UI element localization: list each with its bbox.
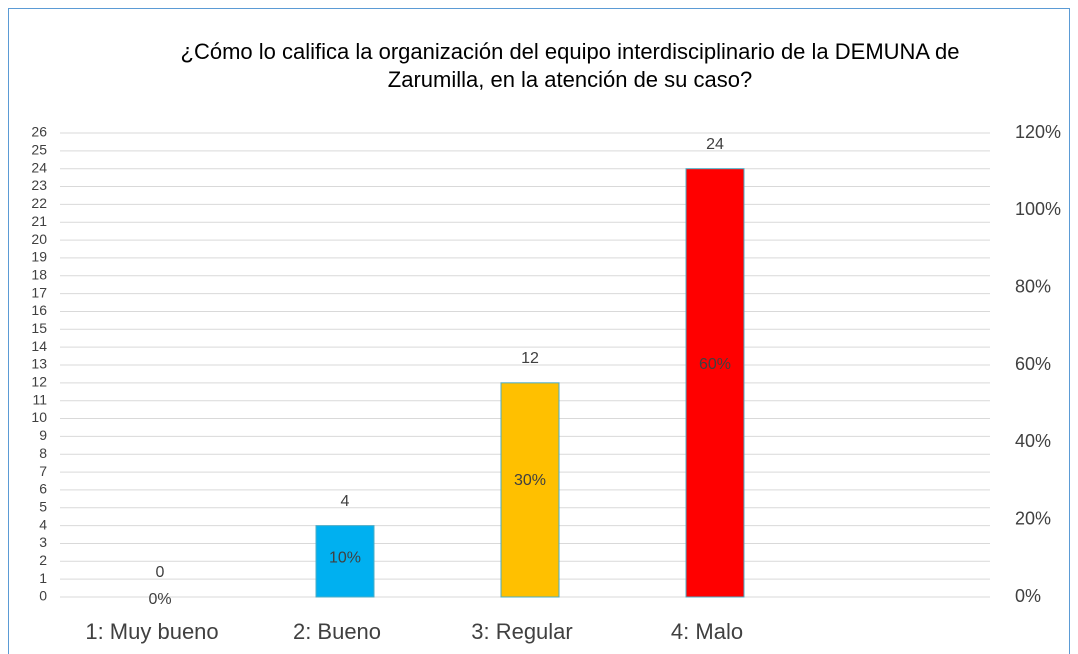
chart-frame [8,8,1070,654]
percent-label: 0% [148,591,171,608]
y-tick-label: 1 [39,570,47,586]
y-tick-label: 5 [39,498,47,514]
y-tick-label: 23 [31,177,47,193]
y-tick-label: 19 [31,249,47,265]
y2-tick-label: 0% [1015,586,1041,606]
value-label: 12 [521,350,539,367]
percent-label: 30% [514,472,546,489]
y-tick-label: 21 [31,213,47,229]
y-tick-label: 0 [39,588,47,604]
bar [685,168,745,598]
chart-title: ¿Cómo lo califica la organización del eq… [180,39,960,92]
y2-tick-label: 60% [1015,354,1051,374]
percent-label: 10% [329,550,361,567]
y-tick-label: 2 [39,552,47,568]
y-tick-label: 10 [31,409,47,425]
percent-label: 60% [699,356,731,373]
y-tick-label: 13 [31,356,47,372]
x-tick-label: 3: Regular [471,619,573,644]
y-tick-label: 9 [39,427,47,443]
y-tick-label: 12 [31,374,47,390]
y-tick-label: 4 [39,516,47,532]
y-tick-label: 22 [31,195,47,211]
y-tick-label: 18 [31,266,47,282]
y-tick-label: 20 [31,231,47,247]
x-tick-label: 2: Bueno [293,619,381,644]
y2-tick-label: 120% [1015,122,1061,142]
value-label: 24 [706,136,724,153]
y-tick-label: 15 [31,320,47,336]
value-label: 4 [341,493,350,510]
y-tick-label: 14 [31,338,47,354]
y-tick-label: 16 [31,302,47,318]
value-label: 0 [156,564,165,581]
y-tick-label: 11 [32,391,47,407]
y-tick-label: 7 [39,463,47,479]
y2-tick-label: 20% [1015,508,1051,528]
x-tick-label: 1: Muy bueno [85,619,218,644]
y-tick-label: 6 [39,481,47,497]
y2-tick-label: 80% [1015,276,1051,296]
y-tick-label: 8 [39,445,47,461]
y-tick-label: 17 [31,284,47,300]
y-tick-label: 25 [31,142,47,158]
y-tick-label: 26 [31,124,47,140]
bar [500,382,560,598]
y2-tick-label: 40% [1015,431,1051,451]
x-tick-label: 4: Malo [671,619,743,644]
y-tick-label: 3 [39,534,47,550]
y2-tick-label: 100% [1015,199,1061,219]
y-tick-label: 24 [31,159,47,175]
bar [315,525,375,598]
